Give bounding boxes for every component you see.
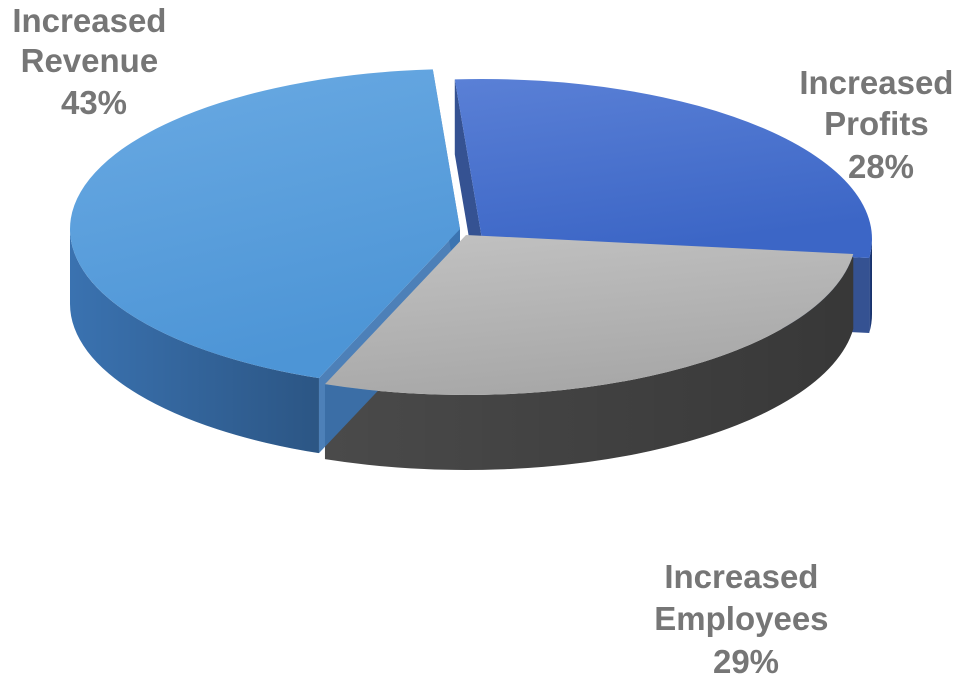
slice-label-employees: Increased Employees 29% bbox=[654, 558, 837, 679]
slice-top-revenue bbox=[70, 69, 461, 379]
slice-side-shade-revenue bbox=[70, 229, 319, 454]
slice-side-shade-profits bbox=[869, 239, 873, 333]
slice-top-employees bbox=[324, 235, 854, 395]
slice-top-profits bbox=[454, 79, 872, 258]
slice-side-shade-employees bbox=[324, 253, 854, 470]
pie-slices bbox=[70, 69, 873, 470]
slice-label-revenue: Increased Revenue 43% bbox=[12, 2, 175, 121]
slice-label-profits: Increased Profits 28% bbox=[799, 64, 962, 185]
